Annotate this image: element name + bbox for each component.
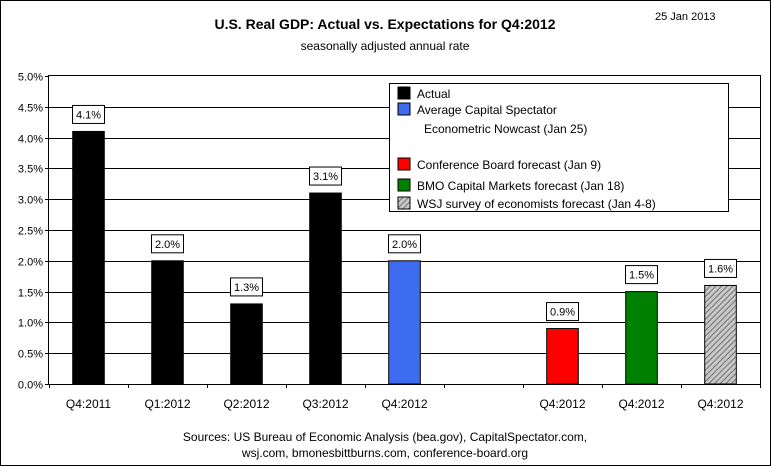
legend-swatch — [397, 196, 411, 210]
x-tick-label: Q4:2011 — [66, 397, 111, 411]
x-tick-label: Q4:2012 — [381, 397, 427, 411]
y-tick-label: 5.0% — [18, 72, 43, 84]
data-label: 0.9% — [550, 307, 575, 319]
y-tick-label: 3.5% — [18, 164, 43, 176]
data-label-box — [388, 234, 421, 254]
x-tick-label: Q4:2012 — [539, 397, 585, 411]
bar — [704, 284, 737, 385]
x-tick-label: Q3:2012 — [302, 397, 348, 411]
legend-label: WSJ survey of economists forecast (Jan 4… — [417, 197, 656, 211]
data-label-box — [704, 258, 737, 278]
data-label: 2.0% — [155, 239, 180, 251]
legend-swatch — [397, 102, 411, 116]
legend-label: Econometric Nowcast (Jan 25) — [424, 122, 587, 136]
bar — [388, 260, 421, 385]
bar — [151, 260, 184, 385]
date-stamp: 25 Jan 2013 — [655, 11, 716, 23]
data-label: 2.0% — [392, 239, 417, 251]
bar — [230, 303, 263, 385]
x-tick-label: Q2:2012 — [223, 397, 269, 411]
y-tick-label: 3.0% — [18, 195, 43, 207]
chart-title: U.S. Real GDP: Actual vs. Expectations f… — [214, 16, 555, 32]
x-tick-label: Q4:2012 — [697, 397, 743, 411]
legend-swatch — [397, 86, 411, 100]
bars — [72, 130, 737, 385]
legend: Actual Average Capital Spectator Econometr… — [389, 83, 729, 212]
y-tick-label: 2.0% — [18, 257, 43, 269]
data-label: 1.5% — [629, 270, 654, 282]
data-labels: 4.1% 2.0% 1.3% 3.1% 2.0% 0.9% 1.5% 1.6% — [72, 104, 737, 322]
data-label-box — [230, 277, 263, 297]
bar — [309, 192, 342, 385]
sources-line-1: Sources: US Bureau of Economic Analysis … — [183, 430, 587, 444]
data-label-box — [151, 234, 184, 254]
plot-area — [48, 75, 761, 385]
x-tick-label: Q1:2012 — [144, 397, 190, 411]
y-tick-label: 0.5% — [18, 349, 43, 361]
data-label-box — [72, 104, 105, 124]
data-label: 3.1% — [313, 171, 338, 183]
data-label-box — [625, 265, 658, 285]
bar — [72, 130, 105, 385]
y-tick-label: 0.0% — [18, 380, 43, 392]
chart-subtitle: seasonally adjusted annual rate — [301, 39, 470, 53]
legend-label: Actual — [417, 87, 450, 101]
data-label: 1.3% — [234, 282, 259, 294]
y-axis-ticks: 0.0% 0.5% 1.0% 1.5% 2.0% 2.5% 3.0% 3.5% 4.0% 4.5%… — [18, 72, 49, 392]
data-label-box — [309, 166, 342, 186]
y-tick-label: 4.5% — [18, 103, 43, 115]
legend-box — [389, 83, 729, 212]
legend-label: Average Capital Spectator — [417, 103, 557, 117]
data-label: 4.1% — [76, 109, 101, 121]
y-tick-label: 4.0% — [18, 134, 43, 146]
legend-label: Conference Board forecast (Jan 9) — [417, 158, 601, 172]
x-tick-label: Q4:2012 — [618, 397, 664, 411]
data-label-box — [546, 302, 579, 322]
x-axis-labels: Q4:2011 Q1:2012 Q2:2012 Q3:2012 Q4:2012 Q4:20… — [49, 384, 761, 411]
legend-swatch — [397, 157, 411, 171]
y-tick-label: 1.5% — [18, 288, 43, 300]
y-tick-label: 2.5% — [18, 226, 43, 238]
sources-line-2: wsj.com, bmonesbittburns.com, conference… — [241, 446, 528, 460]
bar — [546, 328, 579, 385]
bar — [625, 291, 658, 385]
legend-swatch — [397, 178, 411, 192]
y-tick-label: 1.0% — [18, 318, 43, 330]
legend-label: BMO Capital Markets forecast (Jan 18) — [417, 179, 624, 193]
data-label: 1.6% — [708, 263, 733, 275]
